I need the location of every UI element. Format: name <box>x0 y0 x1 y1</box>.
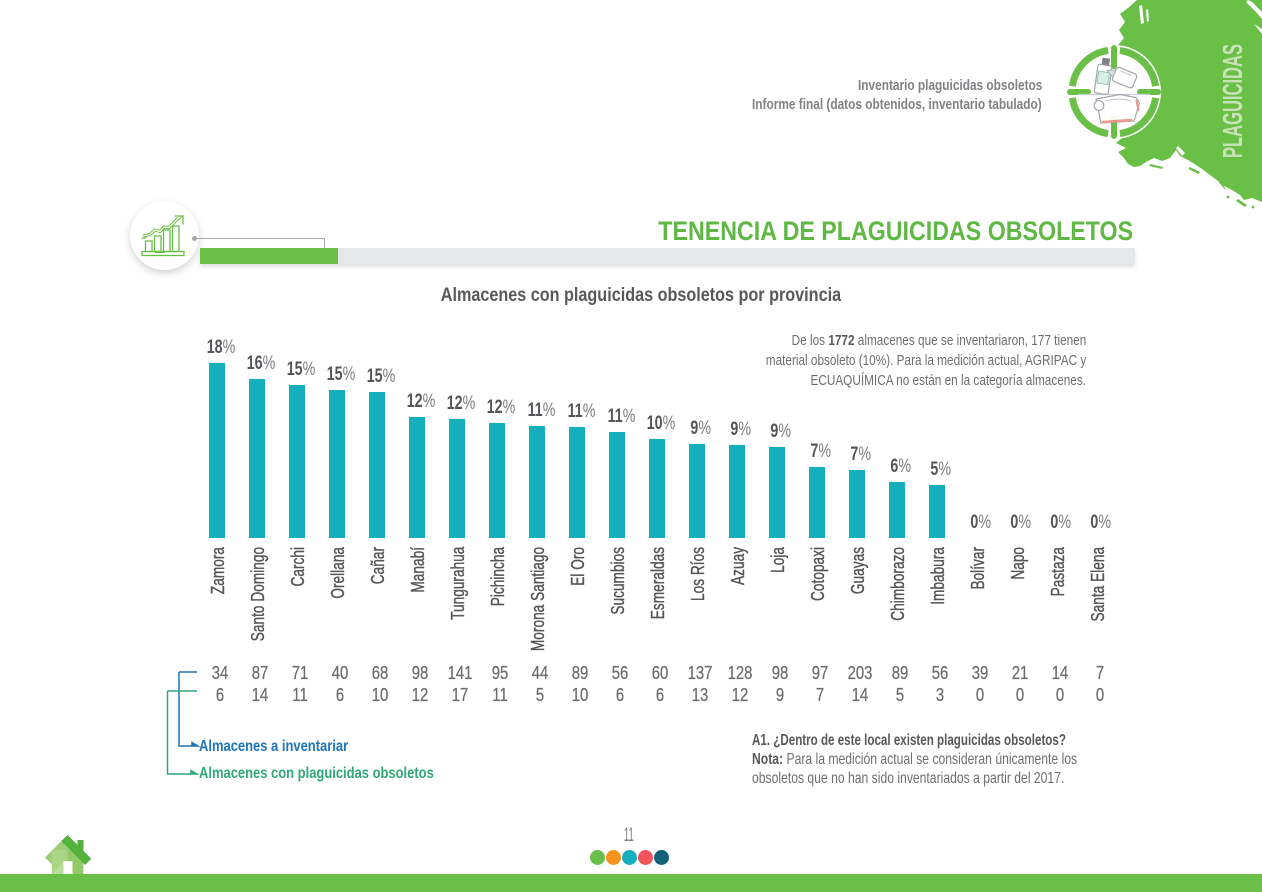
svg-text:PLAGUICIDAS: PLAGUICIDAS <box>1217 44 1248 158</box>
